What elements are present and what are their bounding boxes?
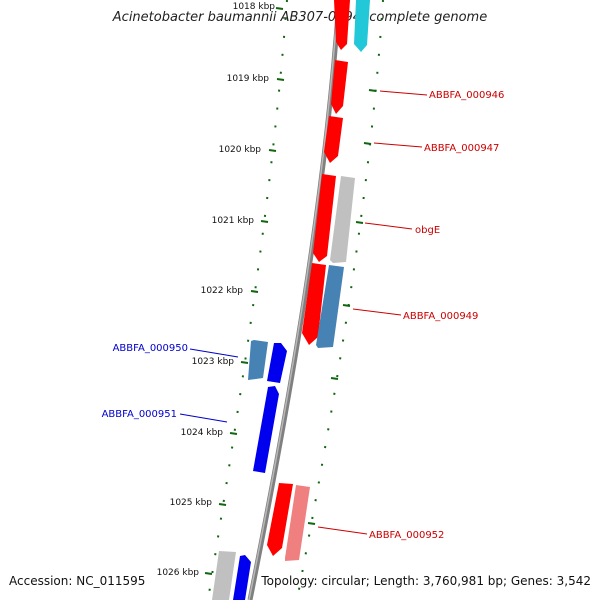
- gene-features: [212, 0, 370, 600]
- tick-label-1022: 1022 kbp: [201, 286, 244, 296]
- gene-label-000947[interactable]: ABBFA_000947: [424, 143, 499, 154]
- tick-mark: [307, 522, 316, 525]
- leader-line-000951: [179, 413, 228, 423]
- tick-mark: [218, 503, 227, 506]
- backbone-highlight: [248, 0, 339, 600]
- kbp-ticks: 1018 kbp 1019 kbp 1020 kbp 1021 kbp 1022…: [157, 2, 377, 578]
- gene-label-000946[interactable]: ABBFA_000946: [429, 90, 504, 101]
- tick-mark: [275, 7, 284, 10]
- tick-label-1020: 1020 kbp: [219, 145, 262, 155]
- gene-labels: ABBFA_000946 ABBFA_000947 obgE ABBFA_000…: [102, 90, 505, 541]
- gene-red-949-inner: [302, 263, 326, 345]
- gene-000946: [331, 60, 348, 114]
- topology-text: Topology: circular; Length: 3,760,981 bp…: [261, 574, 591, 588]
- gene-blue-950: [267, 343, 287, 383]
- tick-label-1021: 1021 kbp: [212, 216, 255, 226]
- leader-line-000947: [373, 142, 423, 148]
- tick-mark: [330, 377, 339, 380]
- gene-label-000950[interactable]: ABBFA_000950: [113, 343, 188, 354]
- tick-mark: [363, 142, 372, 145]
- gene-label-000951[interactable]: ABBFA_000951: [102, 409, 177, 420]
- tick-mark: [204, 572, 213, 575]
- tick-mark: [276, 78, 285, 81]
- gene-000951: [253, 386, 279, 473]
- tick-mark: [250, 290, 259, 293]
- tick-label-1025: 1025 kbp: [170, 498, 213, 508]
- accession-text: Accession: NC_011595: [9, 574, 146, 588]
- tick-mark: [260, 220, 269, 223]
- leader-line-obgE: [364, 222, 413, 230]
- gene-red-obgE-inner: [313, 174, 336, 262]
- tick-label-1026: 1026 kbp: [157, 568, 200, 578]
- gene-000947: [324, 116, 343, 163]
- gene-label-obgE[interactable]: obgE: [415, 225, 440, 236]
- gene-label-000949[interactable]: ABBFA_000949: [403, 311, 478, 322]
- tick-label-1019: 1019 kbp: [227, 74, 270, 84]
- tick-mark: [368, 89, 377, 92]
- tick-mark: [355, 221, 364, 224]
- tick-label-1024: 1024 kbp: [181, 428, 224, 438]
- gene-label-000952[interactable]: ABBFA_000952: [369, 530, 444, 541]
- gene-gray-bottom: [212, 551, 236, 600]
- gene-blue-bottom: [233, 555, 251, 600]
- leader-line-000946: [379, 90, 428, 96]
- gene-000949: [316, 265, 344, 348]
- gene-red-top: [334, 0, 350, 50]
- gene-000950: [248, 340, 268, 380]
- tick-label-1023: 1023 kbp: [192, 357, 235, 367]
- tick-mark: [342, 304, 351, 307]
- leader-line-000950: [189, 348, 239, 358]
- tick-label-1018: 1018 kbp: [233, 2, 276, 12]
- leader-line-000952: [317, 526, 368, 535]
- gene-red-952-inner: [267, 483, 293, 556]
- tick-mark: [240, 361, 249, 364]
- gene-000952: [285, 485, 310, 561]
- genome-backbone: [247, 0, 342, 600]
- gene-obgE: [330, 176, 355, 263]
- backbone-line: [247, 0, 342, 600]
- leader-line-000949: [352, 308, 402, 316]
- gene-cyan-top: [354, 0, 370, 52]
- tick-mark: [229, 432, 238, 435]
- tick-mark: [268, 149, 277, 152]
- map-title: Acinetobacter baumannii AB307-0294, comp…: [112, 10, 488, 25]
